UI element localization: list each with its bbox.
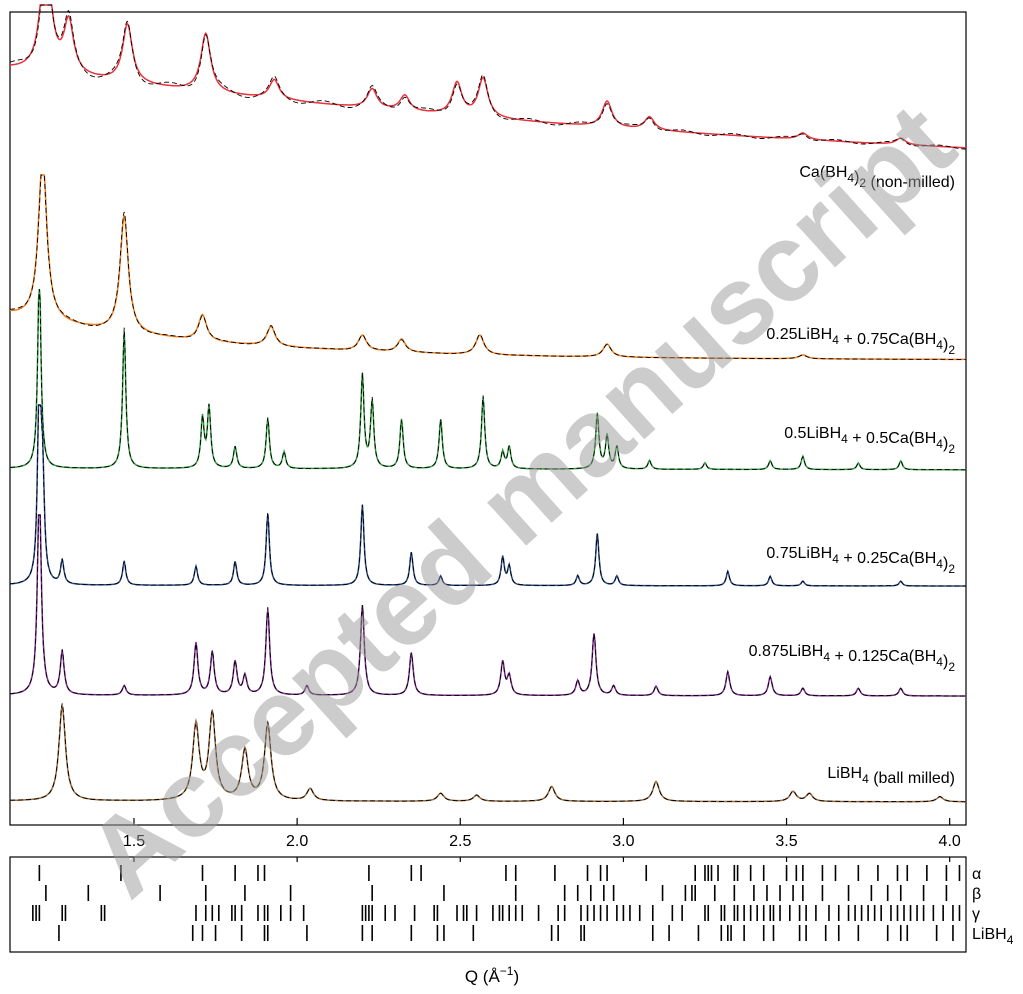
x-tick-label: 3.5 <box>775 833 797 850</box>
main-plot-frame <box>9 11 967 826</box>
x-tick-label: 2.0 <box>286 833 308 850</box>
series-line-fit <box>9 174 966 360</box>
reflection-row-label: α <box>972 866 981 883</box>
x-tick-label: 1.5 <box>123 833 145 850</box>
main-x-ticks: 1.5 2.0 2.5 3.0 3.5 4.0 <box>123 818 961 862</box>
reflection-ticks <box>32 865 961 941</box>
x-tick-label: 2.5 <box>449 833 471 850</box>
series-label: 0.875LiBH4 + 0.125Ca(BH4)2 <box>749 643 956 674</box>
series-line-fit <box>10 288 966 471</box>
series-label: LiBH4 (ball milled) <box>827 765 955 787</box>
x-tick-label: 3.0 <box>612 833 634 850</box>
series-line-fit <box>9 4 966 150</box>
series-labels: Ca(BH4)2 (non-milled) 0.25LiBH4 + 0.75Ca(… <box>749 164 956 787</box>
series-label: 0.5LiBH4 + 0.5Ca(BH4)2 <box>784 425 955 456</box>
reflection-ticks-frame <box>9 856 967 953</box>
series-label: 0.25LiBH4 + 0.75Ca(BH4)2 <box>766 326 955 357</box>
series-line-fit <box>10 514 966 697</box>
series-label: 0.75LiBH4 + 0.25Ca(BH4)2 <box>766 545 955 576</box>
reflection-labels: αβγ LiBH4 <box>972 866 1014 947</box>
series-group <box>9 4 967 803</box>
series-line-fit <box>9 404 966 587</box>
reflection-row-label: LiBH4 <box>972 926 1014 947</box>
x-tick-label: 4.0 <box>939 833 961 850</box>
x-axis-label: Q (Å−1) <box>465 964 519 986</box>
series-label: Ca(BH4)2 (non-milled) <box>799 164 955 191</box>
reflection-row-label: β <box>972 886 981 903</box>
series-line-observed <box>9 288 967 471</box>
watermark: Accepted manuscript <box>64 80 978 920</box>
series-line-observed <box>9 4 966 149</box>
reflection-row-label: γ <box>972 906 980 923</box>
